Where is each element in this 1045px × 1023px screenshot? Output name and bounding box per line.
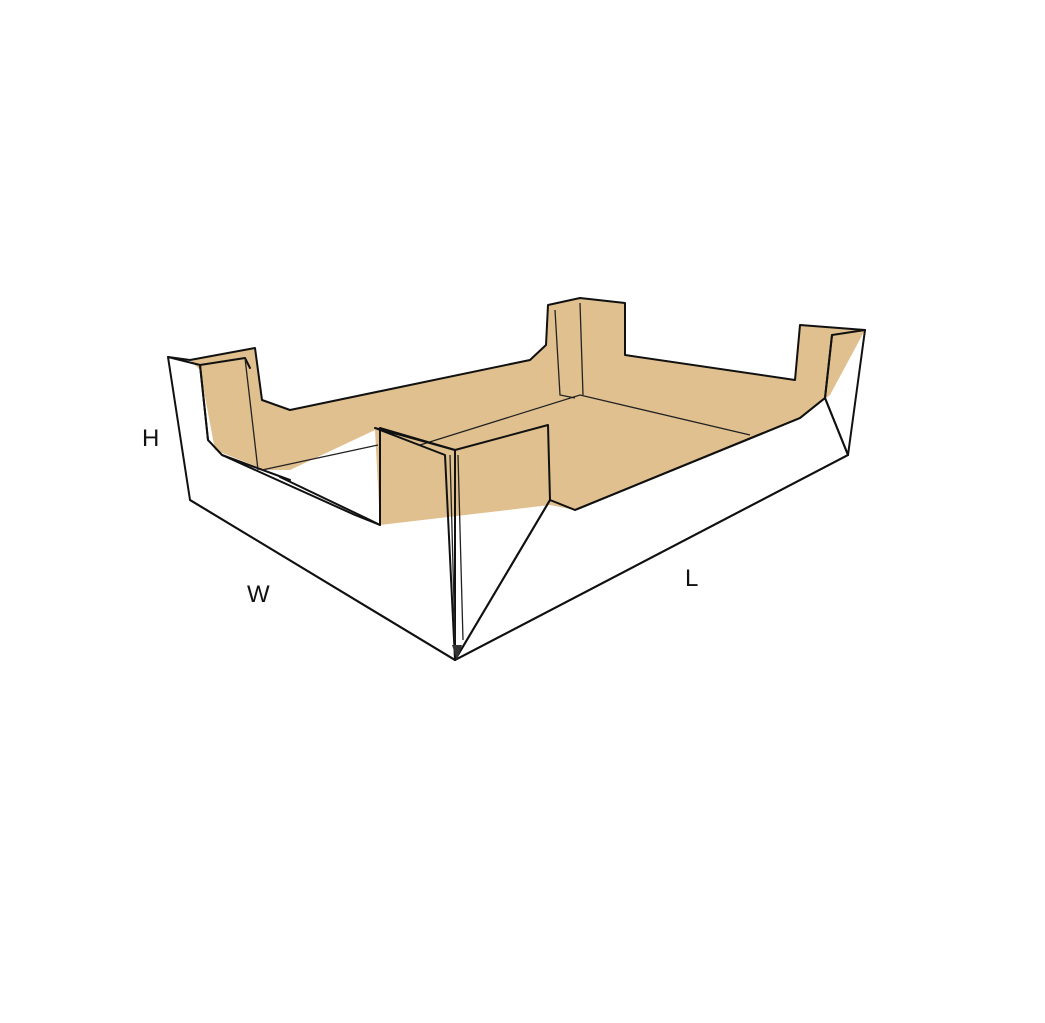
height-label: H	[142, 425, 159, 452]
bottom-edge-left	[189, 499, 456, 661]
corner-fold-line-b	[457, 454, 464, 641]
floor-crease-left	[261, 444, 379, 471]
tray-outer-walls	[167, 329, 866, 661]
length-label: L	[685, 565, 698, 592]
bottom-edge-right	[454, 454, 849, 661]
corner-fold-line-a	[449, 454, 456, 641]
front-left-inner-edge	[279, 476, 381, 526]
back-corner-post	[554, 309, 576, 399]
back-left-post-face	[244, 357, 259, 471]
corner-foot	[452, 645, 462, 660]
floor-crease-mid	[419, 394, 751, 446]
width-label: W	[247, 581, 270, 608]
left-end-rim	[167, 297, 866, 411]
back-right-post-face	[579, 302, 584, 396]
